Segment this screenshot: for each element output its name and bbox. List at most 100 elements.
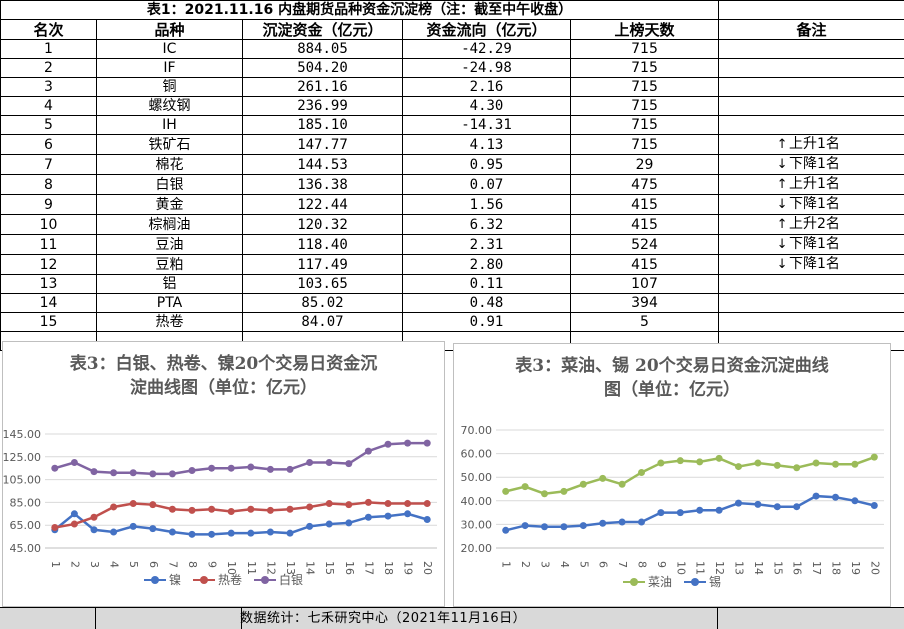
fund-cell: 144.53 [243,155,403,175]
data-point [110,503,117,510]
rank-cell: 11 [1,235,97,255]
legend-swatch [193,575,215,585]
days-cell: 715 [571,97,719,116]
fund-cell: 117.49 [243,255,403,275]
x-tick-label: 8 [186,561,199,568]
data-point [851,497,858,504]
chart-rapeseed-tin: 表3：菜油、锡 20个交易日资金沉淀曲线 图（单位：亿元） 20.00 30.00… [453,343,891,607]
data-point [345,460,352,467]
data-point [345,501,352,508]
header-note: 备注 [719,20,904,40]
series-line [55,443,427,474]
footer-cell [0,608,96,629]
legend-item: 锡 [684,573,721,590]
y-tick-label: 30.00 [461,518,493,531]
x-tick-label: 4 [108,561,121,568]
data-point [774,462,781,469]
data-point [638,519,645,526]
legend-swatch [684,577,706,587]
name-cell: 豆油 [97,235,243,255]
data-point [522,522,529,529]
data-point [677,509,684,516]
days-cell: 5 [571,313,719,332]
data-point [404,510,411,517]
y-tick-label: 20.00 [461,542,493,555]
data-point [189,531,196,538]
name-cell: IH [97,116,243,135]
data-point [560,523,567,530]
data-point [580,481,587,488]
data-point [793,503,800,510]
data-point [696,507,703,514]
data-point [71,510,78,517]
x-tick-label: 2 [519,561,532,568]
note-cell [719,313,904,332]
ranking-table: 表1：2021.11.16 内盘期货品种资金沉淀榜（注：截至中午收盘） 名次 品… [0,0,904,351]
name-cell: 铁矿石 [97,135,243,155]
data-point [287,466,294,473]
data-point [813,493,820,500]
chart-title-line: 图（单位：亿元） [454,378,890,402]
data-point [306,459,313,466]
flow-cell: -14.31 [403,116,571,135]
table-title: 表1：2021.11.16 内盘期货品种资金沉淀榜（注：截至中午收盘） [1,1,719,20]
flow-cell: 0.95 [403,155,571,175]
rank-cell: 3 [1,78,97,97]
fund-cell: 103.65 [243,275,403,294]
data-point [696,458,703,465]
table-header-row: 名次 品种 沉淀资金（亿元） 资金流向（亿元） 上榜天数 备注 [1,20,904,40]
data-point [130,469,137,476]
data-point [267,507,274,514]
footer-cell [717,608,904,629]
data-point [110,469,117,476]
y-tick-label: 65.00 [10,519,42,532]
data-point [91,468,98,475]
data-point [404,500,411,507]
data-point [502,527,509,534]
data-point [130,500,137,507]
arrow-down-icon: ↓ [775,196,789,214]
flow-cell: 2.80 [403,255,571,275]
y-tick-label: 125.00 [3,451,41,464]
name-cell: 螺纹钢 [97,97,243,116]
data-point [793,464,800,471]
data-point [657,509,664,516]
name-cell: 热卷 [97,313,243,332]
data-point [619,519,626,526]
data-point [247,464,254,471]
chart-title-line: 淀曲线图（单位：亿元） [3,376,444,400]
legend-item: 菜油 [623,573,672,590]
data-point [385,441,392,448]
note-text: 上升2名 [789,216,840,232]
data-point [871,502,878,509]
y-tick-label: 145.00 [3,428,41,441]
name-cell: 豆粕 [97,255,243,275]
days-cell: 107 [571,275,719,294]
data-point [541,490,548,497]
chart-legend: 菜油锡 [454,573,890,590]
name-cell: IC [97,40,243,59]
chart-title: 表3：菜油、锡 20个交易日资金沉淀曲线 图（单位：亿元） [454,354,890,402]
rank-cell: 8 [1,175,97,195]
data-point [287,530,294,537]
data-point [326,459,333,466]
rank-cell: 13 [1,275,97,294]
chart-title-line: 表3：白银、热卷、镍20个交易日资金沉 [3,352,444,376]
y-tick-label: 50.00 [461,471,493,484]
data-point [404,440,411,447]
days-cell: 715 [571,116,719,135]
note-cell [719,97,904,116]
data-point [560,488,567,495]
fund-cell: 185.10 [243,116,403,135]
name-cell: 棉花 [97,155,243,175]
note-text: 下降1名 [789,236,840,252]
fund-cell: 85.02 [243,294,403,313]
